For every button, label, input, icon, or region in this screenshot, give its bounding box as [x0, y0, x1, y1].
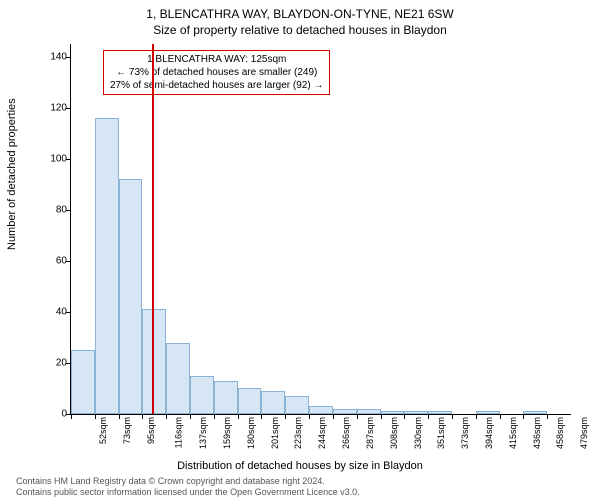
- xtick-mark: [357, 414, 358, 419]
- xtick-label: 244sqm: [317, 417, 327, 449]
- histogram-bar: [119, 179, 143, 414]
- xtick-mark: [500, 414, 501, 419]
- xtick-label: 394sqm: [484, 417, 494, 449]
- annotation-line1: 1 BLENCATHRA WAY: 125sqm: [110, 53, 323, 66]
- histogram-bar: [309, 406, 333, 414]
- ytick-label: 140: [39, 51, 67, 62]
- ytick-label: 60: [39, 255, 67, 266]
- chart-container: 1, BLENCATHRA WAY, BLAYDON-ON-TYNE, NE21…: [0, 0, 600, 500]
- y-axis-label: Number of detached properties: [6, 98, 18, 250]
- xtick-mark: [285, 414, 286, 419]
- xtick-label: 373sqm: [460, 417, 470, 449]
- xtick-mark: [309, 414, 310, 419]
- xtick-label: 479sqm: [579, 417, 589, 449]
- footer-line1: Contains HM Land Registry data © Crown c…: [16, 476, 360, 487]
- histogram-bar: [404, 411, 428, 414]
- xtick-mark: [238, 414, 239, 419]
- histogram-bar: [285, 396, 309, 414]
- ytick-label: 80: [39, 204, 67, 215]
- xtick-mark: [261, 414, 262, 419]
- xtick-label: 415sqm: [508, 417, 518, 449]
- histogram-bar: [261, 391, 285, 414]
- xtick-label: 458sqm: [555, 417, 565, 449]
- xtick-label: 266sqm: [341, 417, 351, 449]
- histogram-bar: [476, 411, 500, 414]
- xtick-mark: [142, 414, 143, 419]
- histogram-bar: [95, 118, 119, 414]
- xtick-mark: [190, 414, 191, 419]
- histogram-bar: [71, 350, 95, 414]
- xtick-label: 287sqm: [365, 417, 375, 449]
- footer: Contains HM Land Registry data © Crown c…: [16, 476, 360, 499]
- xtick-mark: [476, 414, 477, 419]
- xtick-label: 180sqm: [246, 417, 256, 449]
- xtick-label: 159sqm: [222, 417, 232, 449]
- x-axis-label: Distribution of detached houses by size …: [0, 460, 600, 472]
- xtick-mark: [95, 414, 96, 419]
- histogram-bar: [214, 381, 238, 414]
- annotation-line2: ← 73% of detached houses are smaller (24…: [110, 66, 323, 79]
- histogram-bar: [333, 409, 357, 414]
- xtick-label: 52sqm: [98, 417, 108, 444]
- xtick-label: 73sqm: [122, 417, 132, 444]
- xtick-label: 308sqm: [389, 417, 399, 449]
- histogram-bar: [190, 376, 214, 414]
- xtick-mark: [404, 414, 405, 419]
- footer-line2: Contains public sector information licen…: [16, 487, 360, 498]
- titles-block: 1, BLENCATHRA WAY, BLAYDON-ON-TYNE, NE21…: [0, 6, 600, 38]
- xtick-label: 351sqm: [436, 417, 446, 449]
- ytick-label: 100: [39, 153, 67, 164]
- histogram-bar: [428, 411, 452, 414]
- xtick-mark: [333, 414, 334, 419]
- xtick-label: 330sqm: [413, 417, 423, 449]
- xtick-mark: [166, 414, 167, 419]
- annotation-box: 1 BLENCATHRA WAY: 125sqm ← 73% of detach…: [103, 50, 330, 95]
- histogram-bar: [238, 388, 262, 414]
- annotation-line3: 27% of semi-detached houses are larger (…: [110, 79, 323, 92]
- xtick-label: 201sqm: [270, 417, 280, 449]
- xtick-label: 137sqm: [198, 417, 208, 449]
- xtick-mark: [214, 414, 215, 419]
- xtick-mark: [523, 414, 524, 419]
- histogram-bar: [166, 343, 190, 414]
- title-address: 1, BLENCATHRA WAY, BLAYDON-ON-TYNE, NE21…: [0, 6, 600, 22]
- xtick-label: 223sqm: [294, 417, 304, 449]
- property-marker-line: [152, 44, 154, 414]
- title-subtitle: Size of property relative to detached ho…: [0, 22, 600, 38]
- xtick-label: 436sqm: [532, 417, 542, 449]
- xtick-mark: [71, 414, 72, 419]
- xtick-mark: [547, 414, 548, 419]
- histogram-bar: [357, 409, 381, 414]
- xtick-mark: [452, 414, 453, 419]
- histogram-bar: [142, 309, 166, 414]
- xtick-mark: [119, 414, 120, 419]
- histogram-bar: [523, 411, 547, 414]
- ytick-label: 40: [39, 306, 67, 317]
- ytick-label: 120: [39, 102, 67, 113]
- plot-area: 1 BLENCATHRA WAY: 125sqm ← 73% of detach…: [70, 44, 571, 415]
- ytick-label: 0: [39, 409, 67, 420]
- xtick-mark: [428, 414, 429, 419]
- xtick-label: 116sqm: [174, 417, 184, 448]
- ytick-label: 20: [39, 357, 67, 368]
- xtick-mark: [381, 414, 382, 419]
- histogram-bar: [381, 411, 405, 414]
- xtick-label: 95sqm: [146, 417, 156, 444]
